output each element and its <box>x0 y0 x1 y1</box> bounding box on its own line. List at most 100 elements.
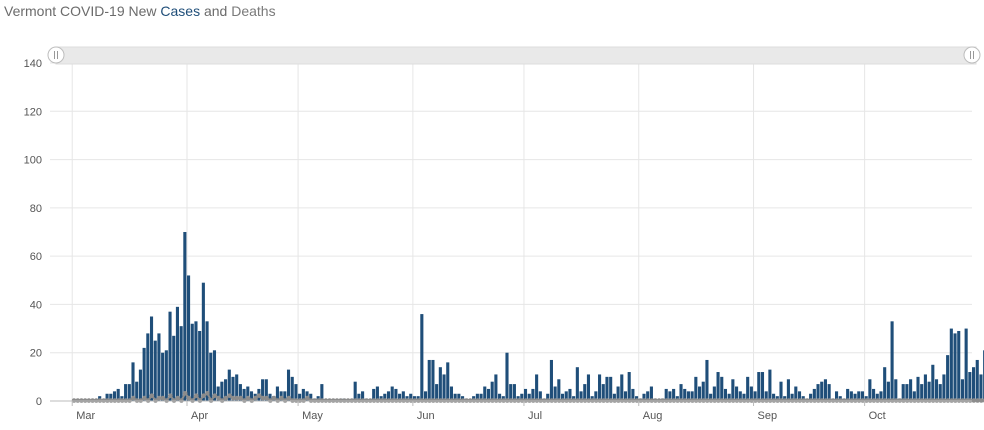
case-bar <box>579 391 583 401</box>
x-tick-label: May <box>302 410 323 422</box>
chart-title-cases[interactable]: Cases <box>160 3 201 19</box>
case-bar <box>149 316 154 401</box>
case-bar <box>490 381 494 401</box>
case-bar <box>946 355 950 401</box>
death-point <box>175 395 181 401</box>
case-bar <box>498 393 502 401</box>
range-handle-left[interactable] <box>47 46 65 64</box>
case-bar <box>286 369 291 401</box>
death-point <box>212 393 218 398</box>
case-bar <box>934 379 939 401</box>
death-point <box>971 398 977 403</box>
case-bar <box>623 391 628 401</box>
case-bar <box>679 384 683 401</box>
case-bar <box>353 381 357 401</box>
chart-title-prefix: Vermont COVID-19 New <box>4 3 161 19</box>
case-bar <box>760 372 765 401</box>
case-bar <box>953 333 957 401</box>
case-bar <box>320 384 324 401</box>
case-bar <box>720 376 724 401</box>
case-bar <box>912 391 916 401</box>
x-tick-label: Jun <box>417 410 435 422</box>
death-point <box>245 395 251 401</box>
case-bar <box>275 386 279 401</box>
case-bar <box>409 393 413 401</box>
case-bar <box>716 372 720 401</box>
chart-title-deaths[interactable]: Deaths <box>231 3 276 19</box>
case-bar <box>753 391 757 401</box>
case-bar <box>923 374 927 401</box>
case-bar <box>586 374 591 401</box>
case-bar <box>190 323 194 401</box>
range-handle-knob <box>963 46 981 64</box>
y-tick-label: 60 <box>30 251 42 263</box>
case-bar <box>627 372 631 401</box>
case-bar <box>442 374 446 401</box>
case-bar <box>520 393 524 401</box>
case-bar <box>294 384 298 401</box>
case-bar <box>146 333 150 401</box>
case-bar <box>494 374 498 401</box>
death-point <box>168 393 173 398</box>
case-bar <box>242 388 246 401</box>
case-bar <box>735 386 739 401</box>
death-point <box>279 395 284 401</box>
case-bar <box>157 333 161 401</box>
case-bar <box>283 391 287 401</box>
case-bar <box>594 391 598 401</box>
case-bar <box>575 367 579 401</box>
case-bar <box>486 388 491 401</box>
x-tick-label: Apr <box>191 410 208 422</box>
case-bar <box>179 326 183 401</box>
x-tick-label: Sep <box>758 410 778 422</box>
case-bar <box>731 379 735 401</box>
case-bar <box>124 384 128 401</box>
death-point <box>227 393 232 398</box>
case-bar <box>890 321 894 401</box>
case-bar <box>175 306 179 401</box>
case-bar <box>531 388 535 401</box>
case-bar <box>616 386 620 401</box>
case-bar <box>949 328 953 401</box>
case-bar <box>820 381 824 401</box>
case-bar <box>549 359 553 401</box>
case-bar <box>909 379 913 401</box>
death-point <box>975 398 980 403</box>
death-point <box>264 395 269 401</box>
y-tick-label: 0 <box>36 396 42 408</box>
case-bar <box>224 379 228 401</box>
case-bar <box>357 393 361 401</box>
case-bar <box>712 386 716 401</box>
case-bar <box>794 386 798 401</box>
range-handle-right[interactable] <box>963 46 981 64</box>
case-bar <box>583 384 587 401</box>
case-bar <box>631 388 635 401</box>
y-axis: 0 20 40 60 80 100 120 140 <box>24 58 42 408</box>
death-point <box>260 395 266 401</box>
case-bar <box>268 393 272 401</box>
case-bar <box>116 388 120 401</box>
case-bar <box>523 388 528 401</box>
range-handle-knob <box>47 46 65 64</box>
case-bar <box>668 391 672 401</box>
case-bar <box>938 384 942 401</box>
case-bar <box>723 388 728 401</box>
case-bar <box>423 391 428 401</box>
death-point <box>216 395 221 401</box>
case-bar <box>361 391 365 401</box>
case-bar <box>505 352 509 401</box>
case-bar <box>301 388 305 401</box>
case-bar <box>920 384 924 401</box>
cases-bars <box>98 232 984 401</box>
case-bar <box>853 393 857 401</box>
case-bar <box>846 388 850 401</box>
range-selector[interactable] <box>47 46 981 65</box>
case-bar <box>790 393 794 401</box>
case-bar <box>372 388 376 401</box>
death-point <box>142 395 147 401</box>
case-bar <box>375 386 379 401</box>
death-point <box>149 393 155 398</box>
x-tick-label: Mar <box>76 410 95 422</box>
y-tick-label: 140 <box>24 58 42 70</box>
